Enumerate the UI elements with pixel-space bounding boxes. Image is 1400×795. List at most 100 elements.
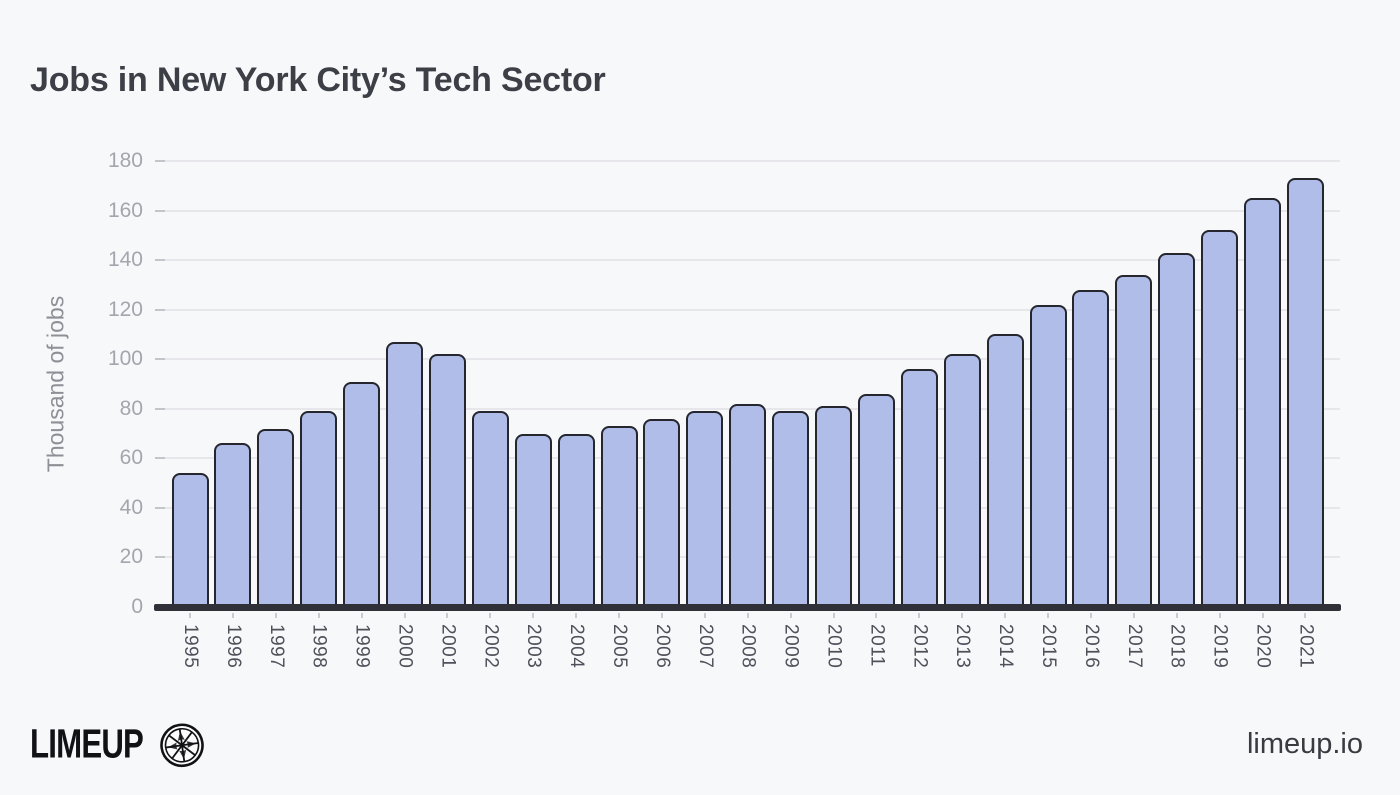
gridline xyxy=(155,358,1340,361)
x-tick-label: 1995 xyxy=(180,624,201,669)
bar xyxy=(300,411,338,609)
bar xyxy=(815,406,852,609)
y-tick-label: 180 xyxy=(107,149,143,172)
bar xyxy=(1201,230,1239,609)
x-tick-label: 2005 xyxy=(609,624,630,669)
x-tick-mark xyxy=(274,613,277,618)
bar xyxy=(214,443,252,609)
x-tick-label: 2003 xyxy=(523,624,545,669)
x-tick-mark xyxy=(703,613,706,618)
y-tick-mark xyxy=(155,556,165,559)
y-tick-mark xyxy=(155,506,165,509)
bar xyxy=(428,354,466,609)
bar xyxy=(772,411,810,609)
bar xyxy=(1286,178,1324,609)
footer-url: limeup.io xyxy=(1246,728,1363,760)
x-tick-mark xyxy=(746,613,749,618)
bar xyxy=(900,369,938,609)
plot-area: 0 20 40 60 80 100 120 140 160 180 1995 1996 1997 199… xyxy=(108,149,1341,668)
x-tick-mark xyxy=(618,613,620,618)
x-tick-label: 2000 xyxy=(394,624,416,669)
x-tick-label: 1996 xyxy=(222,624,244,669)
bar xyxy=(643,418,681,609)
x-tick-label: 2017 xyxy=(1123,624,1145,669)
x-tick-mark xyxy=(1218,613,1221,618)
bar xyxy=(1029,304,1067,609)
bar xyxy=(557,433,595,609)
x-tick-label: 1997 xyxy=(265,624,287,669)
y-tick-label: 60 xyxy=(119,446,143,470)
y-tick-label: 160 xyxy=(107,198,143,222)
x-tick-mark xyxy=(1004,613,1007,618)
gridline xyxy=(155,308,1340,311)
x-tick-label: 2011 xyxy=(866,624,888,667)
bar xyxy=(943,354,981,609)
x-tick-label: 2018 xyxy=(1166,624,1188,669)
bar xyxy=(514,433,552,609)
x-tick-label: 2012 xyxy=(909,624,931,669)
x-tick-mark xyxy=(660,613,663,618)
x-tick-label: 2006 xyxy=(651,624,673,669)
x-tick-label: 2014 xyxy=(995,624,1017,669)
x-tick-label: 2008 xyxy=(737,624,759,669)
bar xyxy=(1115,274,1153,609)
x-tick-mark xyxy=(189,613,191,618)
x-tick-mark xyxy=(532,613,535,618)
x-tick-label: 2016 xyxy=(1080,624,1102,669)
x-tick-mark xyxy=(1047,613,1049,618)
x-tick-label: 2015 xyxy=(1038,624,1059,669)
y-tick-mark xyxy=(155,407,165,410)
y-tick-mark xyxy=(155,259,165,262)
y-tick-label: 40 xyxy=(119,495,143,519)
x-axis-baseline xyxy=(154,604,1341,611)
x-tick-mark xyxy=(918,613,921,618)
x-tick-mark xyxy=(446,613,449,618)
y-tick-label: 20 xyxy=(119,545,143,569)
bar xyxy=(686,411,724,609)
bar xyxy=(343,381,381,609)
x-tick-mark xyxy=(403,613,406,618)
x-tick-mark xyxy=(360,613,363,618)
y-tick-mark xyxy=(155,308,165,311)
y-tick-mark xyxy=(155,457,165,460)
x-tick-label: 2020 xyxy=(1252,624,1274,669)
bar xyxy=(471,411,509,609)
gridline xyxy=(155,209,1340,212)
bar xyxy=(1244,198,1281,609)
lime-slice-icon xyxy=(160,721,210,768)
bar xyxy=(986,334,1024,609)
x-tick-mark xyxy=(1089,613,1092,618)
chart-title: Jobs in New York City’s Tech Sector xyxy=(30,60,606,99)
x-tick-mark xyxy=(489,613,492,618)
x-tick-mark xyxy=(1261,613,1264,618)
x-tick-label: 2001 xyxy=(437,624,459,669)
bar xyxy=(1072,289,1110,609)
gridline xyxy=(155,259,1340,262)
y-tick-label: 140 xyxy=(107,248,143,272)
x-tick-label: 2013 xyxy=(952,624,974,669)
x-tick-mark xyxy=(789,613,792,618)
x-tick-label: 2002 xyxy=(480,624,502,669)
x-tick-label: 1998 xyxy=(308,624,330,669)
x-tick-label: 2019 xyxy=(1209,624,1231,669)
y-tick-label: 120 xyxy=(107,297,143,321)
bar xyxy=(386,341,423,609)
y-tick-mark xyxy=(155,209,165,212)
y-tick-mark xyxy=(155,358,165,361)
bar xyxy=(729,403,767,609)
bar xyxy=(1158,252,1196,609)
gridline xyxy=(155,160,1340,162)
x-tick-label: 2007 xyxy=(694,624,716,669)
x-tick-mark xyxy=(1175,613,1178,618)
x-tick-mark xyxy=(961,613,964,618)
bar xyxy=(171,473,209,609)
x-tick-mark xyxy=(317,613,320,618)
y-tick-label: 80 xyxy=(119,396,143,420)
bar xyxy=(857,393,895,609)
x-tick-label: 2009 xyxy=(780,624,802,669)
bar xyxy=(600,426,638,609)
x-tick-mark xyxy=(1304,613,1307,618)
x-tick-label: 2010 xyxy=(823,624,845,669)
x-tick-mark xyxy=(231,613,234,618)
